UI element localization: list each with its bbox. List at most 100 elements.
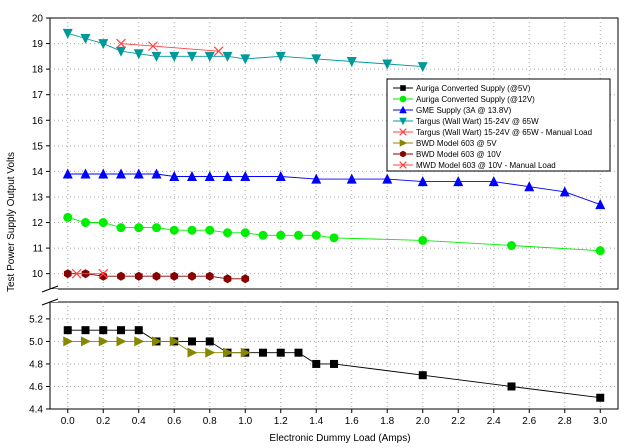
legend-marker xyxy=(399,139,408,147)
series-line xyxy=(67,32,423,68)
data-point xyxy=(275,51,286,62)
data-point xyxy=(80,168,91,179)
y-tick-label: 5.0 xyxy=(29,337,43,348)
data-point xyxy=(382,59,393,70)
x-tick-label: 1.8 xyxy=(380,416,394,427)
data-point xyxy=(152,271,161,281)
data-point xyxy=(205,347,216,358)
legend-label: Targus (Wall Wart) 15-24V @ 65W - Manual… xyxy=(416,128,592,137)
data-point xyxy=(205,337,214,346)
data-point xyxy=(418,235,428,245)
y-tick-label: 12 xyxy=(32,218,44,229)
data-point xyxy=(188,337,196,346)
data-point xyxy=(134,223,144,233)
series-8 xyxy=(71,268,109,279)
data-point xyxy=(63,336,74,347)
data-point xyxy=(241,274,250,284)
data-point xyxy=(169,225,179,235)
x-tick-label: 2.4 xyxy=(487,416,501,427)
data-point xyxy=(276,348,285,357)
data-point xyxy=(524,181,535,192)
x-tick-label: 3.0 xyxy=(593,416,607,427)
data-point xyxy=(329,233,339,243)
x-tick-label: 0.2 xyxy=(96,416,110,427)
data-point xyxy=(222,171,233,182)
data-point xyxy=(81,326,90,335)
data-point xyxy=(148,41,158,52)
data-point xyxy=(133,49,144,60)
data-point xyxy=(63,326,72,335)
x-axis-label: Electronic Dummy Load (Amps) xyxy=(269,433,410,444)
y-axis-label: Test Power Supply Output Volts xyxy=(6,152,17,292)
legend-box xyxy=(386,78,611,172)
data-point xyxy=(275,171,286,182)
data-point xyxy=(116,38,126,49)
data-point xyxy=(62,168,73,179)
data-point xyxy=(169,51,180,62)
legend-label: Auriga Converted Supply (@12V) xyxy=(416,95,535,104)
series-2 xyxy=(63,212,605,256)
data-point xyxy=(80,33,91,44)
x-tick-label: 1.2 xyxy=(274,416,288,427)
legend-marker xyxy=(399,117,407,126)
plot-area-lower xyxy=(49,301,619,410)
data-point xyxy=(276,230,286,240)
data-point xyxy=(99,326,108,335)
x-tick-label: 2.6 xyxy=(522,416,536,427)
data-point xyxy=(507,382,516,391)
series-4 xyxy=(62,28,428,73)
y-tick-label: 18 xyxy=(32,65,44,76)
series-5 xyxy=(116,38,224,57)
x-tick-label: 1.4 xyxy=(309,416,323,427)
x-tick-label: 1.6 xyxy=(345,416,359,427)
y-tick-label: 14 xyxy=(32,167,44,178)
legend-label: BWD Model 603 @ 10V xyxy=(416,150,502,159)
x-tick-label: 2.2 xyxy=(451,416,465,427)
data-point xyxy=(311,173,322,184)
data-point xyxy=(294,348,303,357)
data-point xyxy=(559,186,570,197)
x-tick-label: 0.8 xyxy=(203,416,217,427)
legend-label: Targus (Wall Wart) 15-24V @ 65W xyxy=(416,117,539,126)
series-group xyxy=(62,28,606,402)
y-tick-label: 20 xyxy=(32,14,44,25)
legend-marker xyxy=(399,95,407,103)
data-point xyxy=(81,218,90,228)
legend-marker xyxy=(399,128,407,136)
data-point xyxy=(116,168,126,179)
data-point xyxy=(596,393,605,402)
data-point xyxy=(417,62,428,73)
axis-ticks: 0.0 0.2 0.4 0.6 0.8 1.0 1.2 1.4 1.6 1.8 2.0 2.2 2.4 2… xyxy=(29,14,608,428)
data-point xyxy=(98,336,109,347)
legend-marker xyxy=(400,150,406,158)
data-point xyxy=(595,246,605,256)
legend-marker xyxy=(400,85,406,91)
y-tick-label: 17 xyxy=(32,90,44,101)
legend-label: BWD Model 603 @ 5V xyxy=(416,139,497,148)
y-tick-label: 4.8 xyxy=(29,359,43,370)
legend-marker xyxy=(399,161,407,169)
data-point xyxy=(117,326,125,335)
data-point xyxy=(63,269,72,279)
data-point xyxy=(71,268,82,279)
data-point xyxy=(240,347,251,358)
x-tick-label: 1.0 xyxy=(238,416,252,427)
y-tick-label: 15 xyxy=(32,141,44,152)
data-point xyxy=(187,347,198,358)
data-point xyxy=(152,223,161,233)
data-point xyxy=(187,171,197,182)
data-point xyxy=(133,168,144,179)
data-point xyxy=(169,171,180,182)
data-point xyxy=(187,225,197,235)
y-tick-label: 11 xyxy=(33,244,44,255)
data-point xyxy=(116,223,126,233)
data-point xyxy=(222,51,233,62)
data-point xyxy=(240,228,250,238)
data-point xyxy=(63,212,73,222)
data-point xyxy=(259,348,267,357)
data-point xyxy=(223,228,232,238)
legend-label: GME Supply (3A @ 13.8V) xyxy=(416,106,512,115)
legend-label: Auriga Converted Supply (@5V) xyxy=(416,84,531,93)
data-point xyxy=(311,54,322,65)
